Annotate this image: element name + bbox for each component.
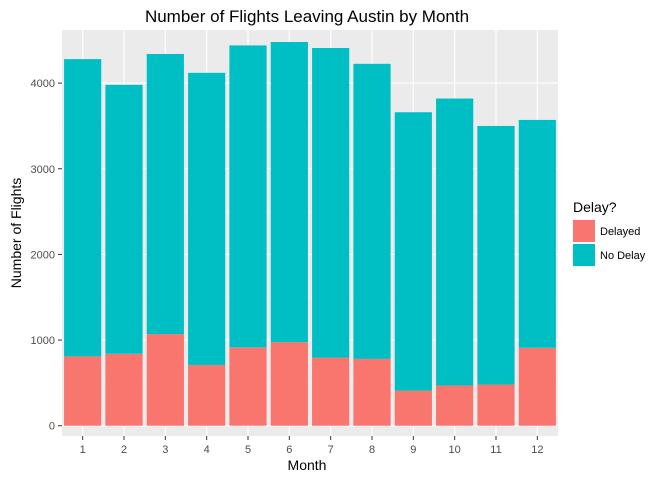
x-tick-label: 7 bbox=[328, 444, 334, 456]
legend-key-delayed bbox=[573, 220, 595, 242]
legend: Delay? Delayed No Delay bbox=[573, 199, 646, 266]
legend-label-no-delay: No Delay bbox=[600, 250, 646, 262]
bar-delayed-month-6 bbox=[270, 342, 308, 426]
x-tick-label: 9 bbox=[410, 444, 416, 456]
y-axis: 0 1000 2000 3000 4000 bbox=[31, 78, 62, 433]
bar-no-delay-month-11 bbox=[477, 125, 515, 385]
bar-no-delay-month-4 bbox=[188, 72, 226, 365]
y-tick-label: 0 bbox=[49, 421, 55, 433]
bar-no-delay-month-5 bbox=[229, 45, 267, 348]
bar-delayed-month-1 bbox=[64, 356, 102, 426]
legend-key-no-delay bbox=[573, 244, 595, 266]
x-tick-label: 8 bbox=[369, 444, 375, 456]
x-tick-label: 12 bbox=[531, 444, 543, 456]
x-tick-label: 6 bbox=[286, 444, 292, 456]
x-tick-label: 10 bbox=[449, 444, 461, 456]
bar-no-delay-month-9 bbox=[394, 112, 432, 391]
bar-delayed-month-2 bbox=[105, 353, 143, 426]
bar-no-delay-month-7 bbox=[312, 47, 350, 358]
y-tick-label: 2000 bbox=[31, 249, 55, 261]
bar-no-delay-month-10 bbox=[436, 98, 474, 386]
y-tick-label: 1000 bbox=[31, 335, 55, 347]
y-tick-label: 3000 bbox=[31, 164, 55, 176]
x-tick-label: 5 bbox=[245, 444, 251, 456]
plot-panel bbox=[62, 30, 558, 436]
bar-delayed-month-10 bbox=[436, 385, 474, 426]
chart-title: Number of Flights Leaving Austin by Mont… bbox=[145, 7, 469, 26]
bar-delayed-month-8 bbox=[353, 358, 391, 426]
x-tick-label: 11 bbox=[490, 444, 501, 456]
x-axis: 1 2 3 4 5 6 7 8 9 10 11 12 bbox=[80, 436, 543, 456]
y-tick-label: 4000 bbox=[31, 78, 55, 90]
bar-delayed-month-11 bbox=[477, 384, 515, 426]
bar-delayed-month-4 bbox=[188, 364, 226, 426]
legend-title: Delay? bbox=[573, 199, 617, 215]
bar-delayed-month-9 bbox=[394, 390, 432, 426]
x-tick-label: 4 bbox=[204, 444, 210, 456]
bar-delayed-month-3 bbox=[146, 334, 184, 426]
x-axis-title: Month bbox=[288, 457, 327, 473]
bars bbox=[64, 41, 556, 426]
y-axis-title: Number of Flights bbox=[8, 178, 24, 288]
bar-no-delay-month-6 bbox=[270, 41, 308, 343]
x-tick-label: 3 bbox=[162, 444, 168, 456]
bar-no-delay-month-1 bbox=[64, 59, 102, 357]
bar-no-delay-month-2 bbox=[105, 84, 143, 354]
bar-no-delay-month-3 bbox=[146, 53, 184, 335]
bar-no-delay-month-12 bbox=[518, 119, 556, 348]
bar-delayed-month-5 bbox=[229, 347, 267, 426]
legend-label-delayed: Delayed bbox=[600, 226, 640, 238]
legend-items: Delayed No Delay bbox=[573, 220, 646, 266]
bar-delayed-month-12 bbox=[518, 347, 556, 426]
bar-no-delay-month-8 bbox=[353, 63, 391, 359]
x-tick-label: 1 bbox=[80, 444, 86, 456]
x-tick-label: 2 bbox=[121, 444, 127, 456]
bar-delayed-month-7 bbox=[312, 357, 350, 426]
